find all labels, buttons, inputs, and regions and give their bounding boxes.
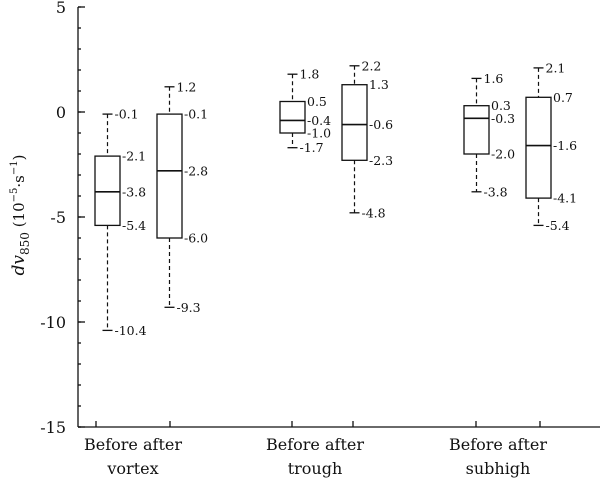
value-label-q3: 1.3 (369, 77, 389, 92)
value-label-q1: -2.3 (369, 153, 393, 168)
axis-layer: 5 0 -5 -10 -15 Before after vortex Before after… (40, 0, 600, 478)
x-group-label-line2: trough (288, 459, 343, 478)
iqr-box (94, 155, 121, 227)
value-label-min: -5.4 (546, 218, 570, 233)
value-label-q3: -0.1 (184, 107, 208, 122)
iqr-box (156, 113, 183, 239)
value-label-min: -4.8 (362, 205, 386, 220)
box-2-after: 2.1 0.7 -1.6 -4.1 -5.4 (525, 60, 577, 233)
value-label-median: -0.6 (369, 117, 393, 132)
iqr-box (341, 84, 368, 161)
x-group-label-line1: Before after (84, 435, 182, 454)
iqr-box (525, 96, 552, 199)
value-label-q1: -5.4 (122, 218, 146, 233)
value-label-max: -0.1 (115, 107, 139, 122)
y-axis-title-close: ) (10, 155, 28, 161)
y-axis-title-sub: 850 (18, 232, 32, 255)
value-label-median: -1.6 (553, 138, 577, 153)
value-label-max: 1.2 (177, 79, 197, 94)
plot-layer: -0.1 -2.1 -3.8 -5.4 -10.4 1.2 -0.1 -2.8 -6.0 -9.3… (94, 58, 577, 338)
y-axis-title: dv850 (10−5·s−1) (9, 155, 32, 276)
box-0-after: 1.2 -0.1 -2.8 -6.0 -9.3 (156, 79, 208, 315)
y-axis-title-exp1: −5 (9, 188, 20, 203)
y-axis-title-unit: (10 (10, 202, 28, 232)
y-tick-label: -15 (40, 418, 66, 437)
iqr-box (279, 100, 306, 134)
x-group-label-line2: subhigh (466, 459, 531, 478)
value-label-q3: 0.3 (491, 98, 511, 113)
value-label-q1: -6.0 (184, 231, 208, 246)
x-group-label-line2: vortex (106, 459, 158, 478)
value-label-q3: 0.7 (553, 90, 573, 105)
value-label-min: -3.8 (484, 184, 508, 199)
value-label-max: 2.2 (362, 58, 382, 73)
value-label-q1: -2.0 (491, 147, 515, 162)
box-1-after: 2.2 1.3 -0.6 -2.3 -4.8 (341, 58, 393, 220)
value-label-q1: -4.1 (553, 191, 577, 206)
value-label-median: -3.8 (122, 184, 146, 199)
y-axis-title-main: dv (9, 255, 29, 276)
y-tick-label: -5 (50, 208, 66, 227)
value-label-max: 2.1 (546, 60, 566, 75)
x-group-label-line1: Before after (266, 435, 364, 454)
iqr-box (463, 105, 490, 155)
value-label-median: -0.4 (307, 113, 331, 128)
box-0-before: -0.1 -2.1 -3.8 -5.4 -10.4 (94, 107, 147, 338)
value-label-q1: -1.0 (307, 126, 331, 141)
y-tick-label: 0 (56, 103, 66, 122)
value-label-min: -10.4 (115, 323, 147, 338)
y-tick-label: -10 (40, 313, 66, 332)
y-axis-title-mid: ·s (10, 175, 28, 187)
value-label-min: -9.3 (177, 300, 201, 315)
box-1-before: 1.8 0.5 -0.4-1.0-1.7 (279, 67, 331, 155)
y-axis-title-exp2: −1 (9, 160, 20, 175)
value-label-q3: -2.1 (122, 149, 146, 164)
y-tick-label: 5 (56, 0, 66, 17)
value-label-max: 1.6 (484, 71, 504, 86)
value-label-median: -0.3 (491, 111, 515, 126)
value-label-q3: 0.5 (307, 94, 327, 109)
value-label-min: -1.7 (300, 140, 324, 155)
box-2-before: 1.6 0.3-0.3 -2.0 -3.8 (463, 71, 515, 199)
value-label-median: -2.8 (184, 163, 208, 178)
x-group-label-line1: Before after (449, 435, 547, 454)
value-label-max: 1.8 (300, 67, 320, 82)
